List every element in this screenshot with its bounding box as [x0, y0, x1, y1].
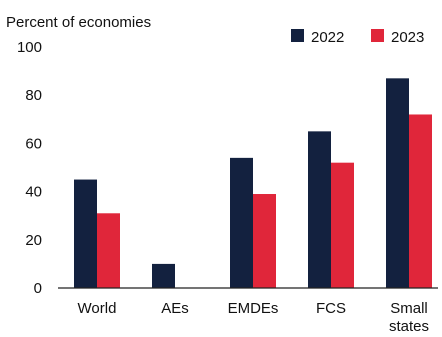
legend: 2022 2023 — [291, 29, 424, 46]
bar-2023-0 — [97, 213, 120, 288]
y-axis-label: Percent of economies — [6, 14, 151, 31]
bars — [74, 78, 432, 288]
y-tick-label: 60 — [25, 135, 42, 152]
y-tick-label: 80 — [25, 87, 42, 104]
x-tick-label: FCS — [316, 300, 346, 317]
y-axis-ticks: 0 20 40 60 80 100 — [17, 39, 42, 297]
legend-swatch-2023 — [371, 29, 384, 42]
y-tick-label: 20 — [25, 232, 42, 249]
legend-label-2023: 2023 — [391, 29, 424, 46]
y-tick-label: 100 — [17, 39, 42, 56]
bar-2023-4 — [409, 114, 432, 288]
bar-2023-2 — [253, 194, 276, 288]
bar-2022-4 — [386, 78, 409, 288]
x-tick-label: AEs — [161, 300, 189, 317]
bar-2022-0 — [74, 179, 97, 288]
x-tick-label: World — [78, 300, 117, 317]
bar-2023-3 — [331, 162, 354, 288]
x-tick-label: EMDEs — [228, 300, 279, 317]
bar-2022-2 — [230, 157, 253, 288]
x-tick-label: Small — [390, 300, 428, 317]
legend-swatch-2022 — [291, 29, 304, 42]
y-tick-label: 0 — [34, 280, 42, 297]
x-tick-label: states — [389, 318, 429, 335]
bar-2022-1 — [152, 263, 175, 288]
y-tick-label: 40 — [25, 184, 42, 201]
legend-label-2022: 2022 — [311, 29, 344, 46]
bar-2022-3 — [308, 131, 331, 288]
